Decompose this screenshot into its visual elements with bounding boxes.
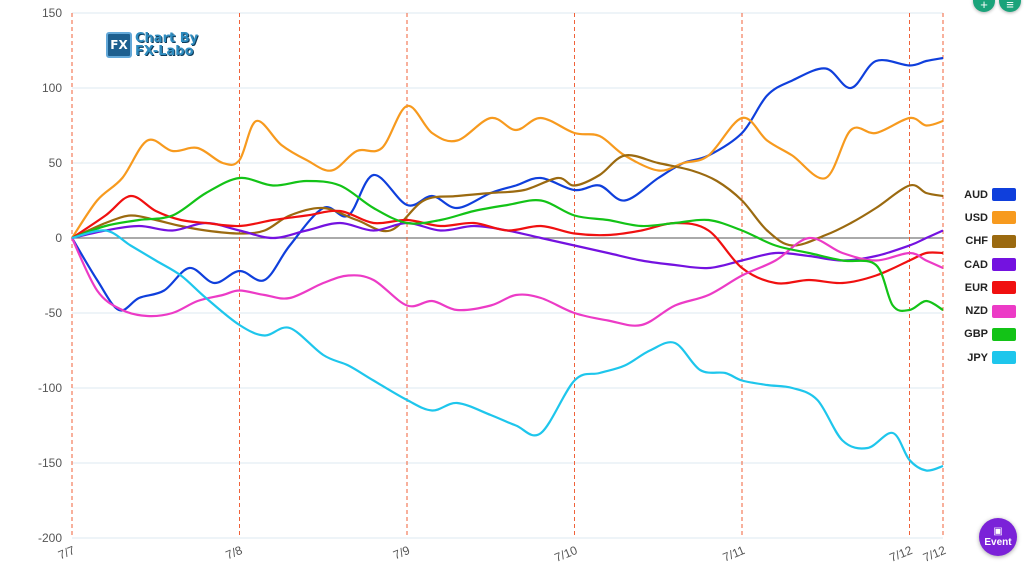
y-tick-label: 0: [55, 231, 62, 245]
x-tick-label: 7/9: [391, 543, 412, 562]
legend-label: USD: [964, 211, 988, 224]
series-line-chf: [71, 154, 944, 247]
series-layer: [71, 56, 944, 472]
y-tick-label: 50: [49, 156, 63, 170]
legend-swatch: [992, 351, 1016, 365]
menu-icon: ≡: [1006, 0, 1014, 12]
logo-line2: FX-Labo: [135, 44, 194, 59]
legend-swatch: [992, 304, 1016, 318]
legend-item-usd[interactable]: USD: [956, 206, 1016, 229]
y-tick-label: 150: [42, 6, 62, 20]
y-tick-label: -100: [38, 381, 62, 395]
legend-label: CAD: [964, 258, 988, 271]
fx-labo-logo: FX Chart By FX-Labo: [106, 32, 198, 58]
logo-text: Chart By FX-Labo: [135, 32, 198, 58]
series-line-nzd: [71, 236, 944, 327]
legend-swatch: [992, 327, 1016, 341]
x-tick-label: 7/10: [552, 543, 579, 565]
chart-legend: AUD USD CHF CAD EUR NZD GBP JPY: [956, 183, 1016, 369]
legend-swatch: [992, 281, 1016, 295]
x-tick-label: 7/12: [887, 543, 914, 565]
legend-label: GBP: [964, 328, 988, 341]
legend-swatch: [992, 258, 1016, 272]
y-tick-label: 100: [42, 81, 62, 95]
x-tick-label: 7/12: [921, 543, 948, 565]
series-line-gbp: [71, 176, 944, 313]
legend-swatch: [992, 188, 1016, 202]
legend-swatch: [992, 234, 1016, 248]
y-tick-label: -150: [38, 456, 62, 470]
legend-item-cad[interactable]: CAD: [956, 253, 1016, 276]
legend-label: CHF: [965, 235, 988, 248]
series-line-aud: [71, 56, 944, 312]
x-tick-label: 7/8: [224, 543, 245, 562]
legend-item-jpy[interactable]: JPY: [956, 346, 1016, 369]
legend-label: EUR: [964, 281, 988, 294]
y-tick-label: -50: [45, 306, 63, 320]
plus-icon: +: [980, 0, 988, 12]
legend-label: AUD: [964, 188, 988, 201]
legend-swatch: [992, 211, 1016, 225]
calendar-icon: ▣: [993, 526, 1003, 537]
x-tick-label: 7/7: [56, 543, 77, 562]
plus-button[interactable]: +: [973, 0, 995, 12]
legend-label: NZD: [965, 305, 988, 318]
legend-item-nzd[interactable]: NZD: [956, 299, 1016, 322]
logo-mark-icon: FX: [106, 32, 132, 58]
legend-label: JPY: [967, 351, 988, 364]
series-line-usd: [71, 104, 944, 239]
menu-button[interactable]: ≡: [999, 0, 1021, 12]
legend-item-eur[interactable]: EUR: [956, 276, 1016, 299]
x-tick-label: 7/11: [721, 543, 747, 565]
legend-item-aud[interactable]: AUD: [956, 183, 1016, 206]
event-button-label: Event: [984, 537, 1012, 548]
legend-item-gbp[interactable]: GBP: [956, 323, 1016, 346]
legend-item-chf[interactable]: CHF: [956, 230, 1016, 253]
logo-mark-text: FX: [110, 38, 128, 52]
event-button[interactable]: ▣ Event: [979, 518, 1017, 556]
series-line-jpy: [71, 229, 944, 472]
logo-line1: Chart By: [135, 31, 199, 46]
y-tick-label: -200: [38, 531, 62, 545]
series-line-eur: [71, 194, 944, 285]
